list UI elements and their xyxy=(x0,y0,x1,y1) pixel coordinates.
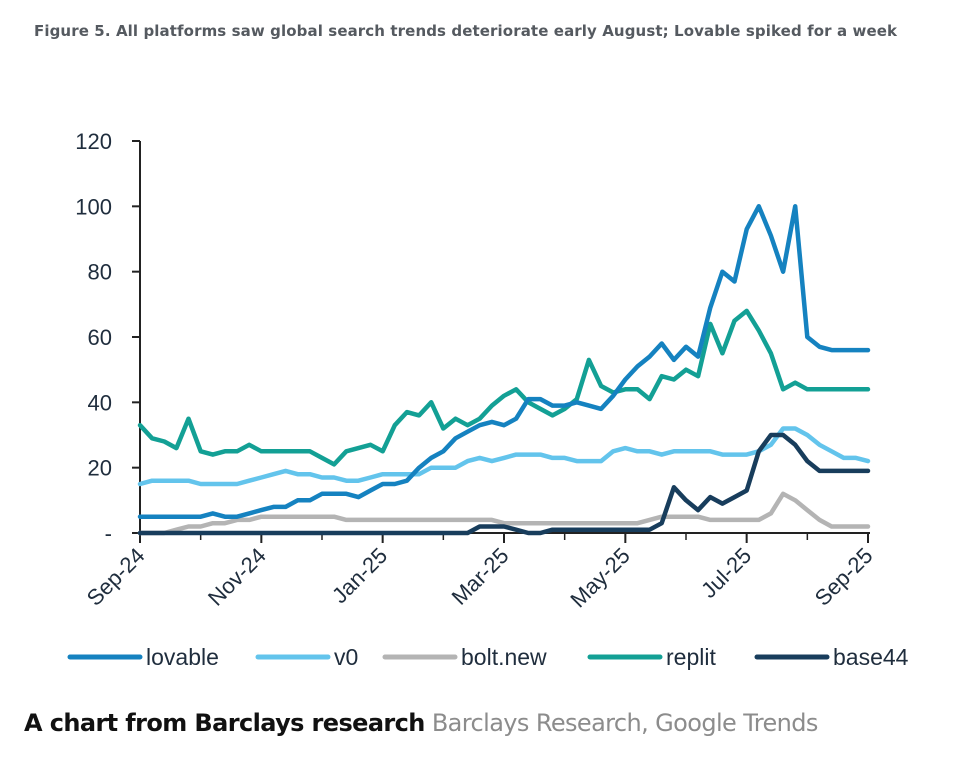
x-tick-label: Nov-24 xyxy=(203,543,271,611)
caption-source: Barclays Research, Google Trends xyxy=(431,709,819,737)
chart-caption: A chart from Barclays research Barclays … xyxy=(24,709,818,737)
legend-label-base44: base44 xyxy=(833,644,909,670)
x-tick-label: Sep-25 xyxy=(810,543,878,611)
legend-label-replit: replit xyxy=(666,644,716,670)
caption-main: A chart from Barclays research xyxy=(24,709,425,737)
y-tick-label: 100 xyxy=(75,194,112,219)
y-tick-label: 20 xyxy=(88,456,112,481)
x-tick-label: Sep-24 xyxy=(82,543,150,611)
x-tick-label: Jul-25 xyxy=(696,543,756,603)
y-tick-label: - xyxy=(105,521,112,546)
legend-label-bolt-new: bolt.new xyxy=(461,644,547,670)
y-tick-label: 40 xyxy=(88,390,112,415)
series-line-bolt-new xyxy=(137,491,871,536)
figure-title: Figure 5. All platforms saw global searc… xyxy=(34,22,898,40)
line-chart: - 20 40 60 80 100 120 Sep-24 Nov-24 Jan-25 Mar-25 M… xyxy=(67,129,909,670)
y-tick-label: 60 xyxy=(88,325,112,350)
series-line-replit xyxy=(137,308,871,467)
x-tick-label: May-25 xyxy=(565,543,635,613)
y-tick-label: 80 xyxy=(88,260,112,285)
series-line-base44 xyxy=(137,432,871,536)
series-line-lovable xyxy=(137,204,871,519)
series-line-v0 xyxy=(137,426,871,487)
legend-label-lovable: lovable xyxy=(146,644,219,670)
y-tick-label: 120 xyxy=(75,129,112,154)
x-tick-label: Mar-25 xyxy=(447,543,514,610)
x-tick-label: Jan-25 xyxy=(327,543,392,608)
legend-label-v0: v0 xyxy=(334,644,358,670)
